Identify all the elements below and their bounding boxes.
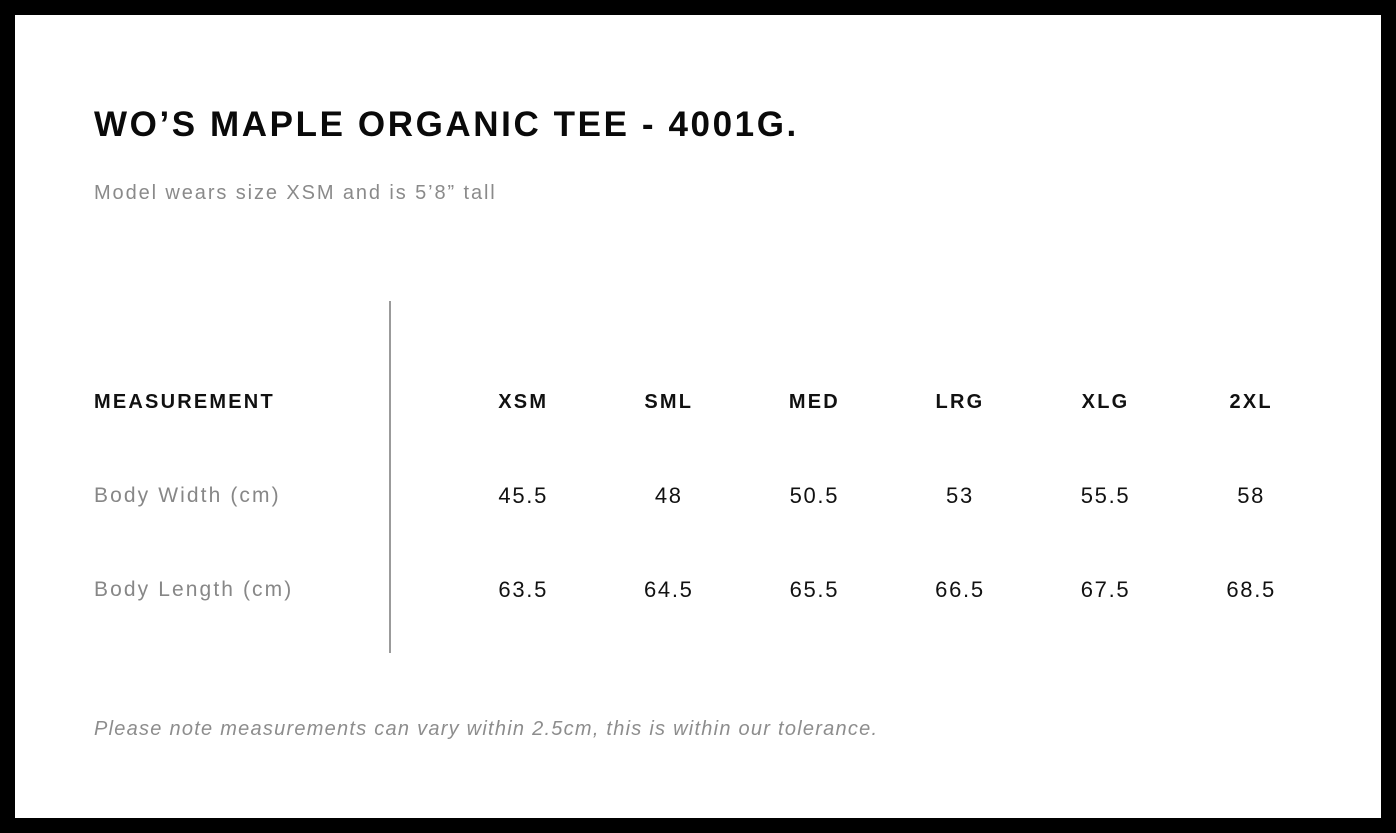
size-chart-card: WO’S MAPLE ORGANIC TEE - 4001G. Model we… (15, 15, 1381, 818)
row-label-body-length: Body Length (cm) (94, 578, 294, 601)
column-header-measurement: MEASUREMENT (94, 390, 275, 413)
cell-body-width-lrg: 53 (946, 483, 974, 508)
cell-body-length-sml: 64.5 (643, 577, 694, 602)
column-header-sml: SML (644, 390, 694, 413)
table-header-row: MEASUREMENT XSM SML MED LRG XLG 2XL (94, 355, 1324, 449)
measurement-table: MEASUREMENT XSM SML MED LRG XLG 2XL Body… (94, 355, 1324, 637)
table-row: Body Length (cm) 63.5 64.5 65.5 66.5 67.… (94, 543, 1324, 637)
table-body: Body Width (cm) 45.5 48 50.5 53 55.5 58 … (94, 449, 1324, 637)
column-header-2xl: 2XL (1229, 390, 1273, 413)
table-column-divider (389, 301, 391, 653)
cell-body-length-2xl: 68.5 (1226, 577, 1276, 602)
cell-body-width-sml: 48 (654, 483, 683, 508)
column-header-med: MED (788, 390, 840, 413)
cell-body-length-xsm: 63.5 (498, 577, 549, 602)
column-header-xsm: XSM (498, 390, 549, 413)
table-row: Body Width (cm) 45.5 48 50.5 53 55.5 58 (94, 449, 1324, 543)
cell-body-length-med: 65.5 (789, 577, 840, 602)
cell-body-width-xlg: 55.5 (1080, 483, 1131, 508)
chart-header: WO’S MAPLE ORGANIC TEE - 4001G. Model we… (94, 105, 1274, 205)
page-title: WO’S MAPLE ORGANIC TEE - 4001G. (94, 105, 799, 144)
tolerance-note: Please note measurements can vary within… (94, 718, 879, 740)
table-header: MEASUREMENT XSM SML MED LRG XLG 2XL (94, 355, 1324, 449)
cell-body-length-xlg: 67.5 (1080, 577, 1131, 602)
column-header-xlg: XLG (1081, 390, 1130, 413)
cell-body-length-lrg: 66.5 (935, 577, 985, 602)
page-subtitle: Model wears size XSM and is 5’8” tall (94, 182, 497, 205)
cell-body-width-med: 50.5 (789, 483, 840, 508)
row-label-body-width: Body Width (cm) (94, 484, 281, 507)
cell-body-width-xsm: 45.5 (498, 483, 549, 508)
column-header-lrg: LRG (935, 390, 985, 413)
cell-body-width-2xl: 58 (1237, 483, 1266, 508)
